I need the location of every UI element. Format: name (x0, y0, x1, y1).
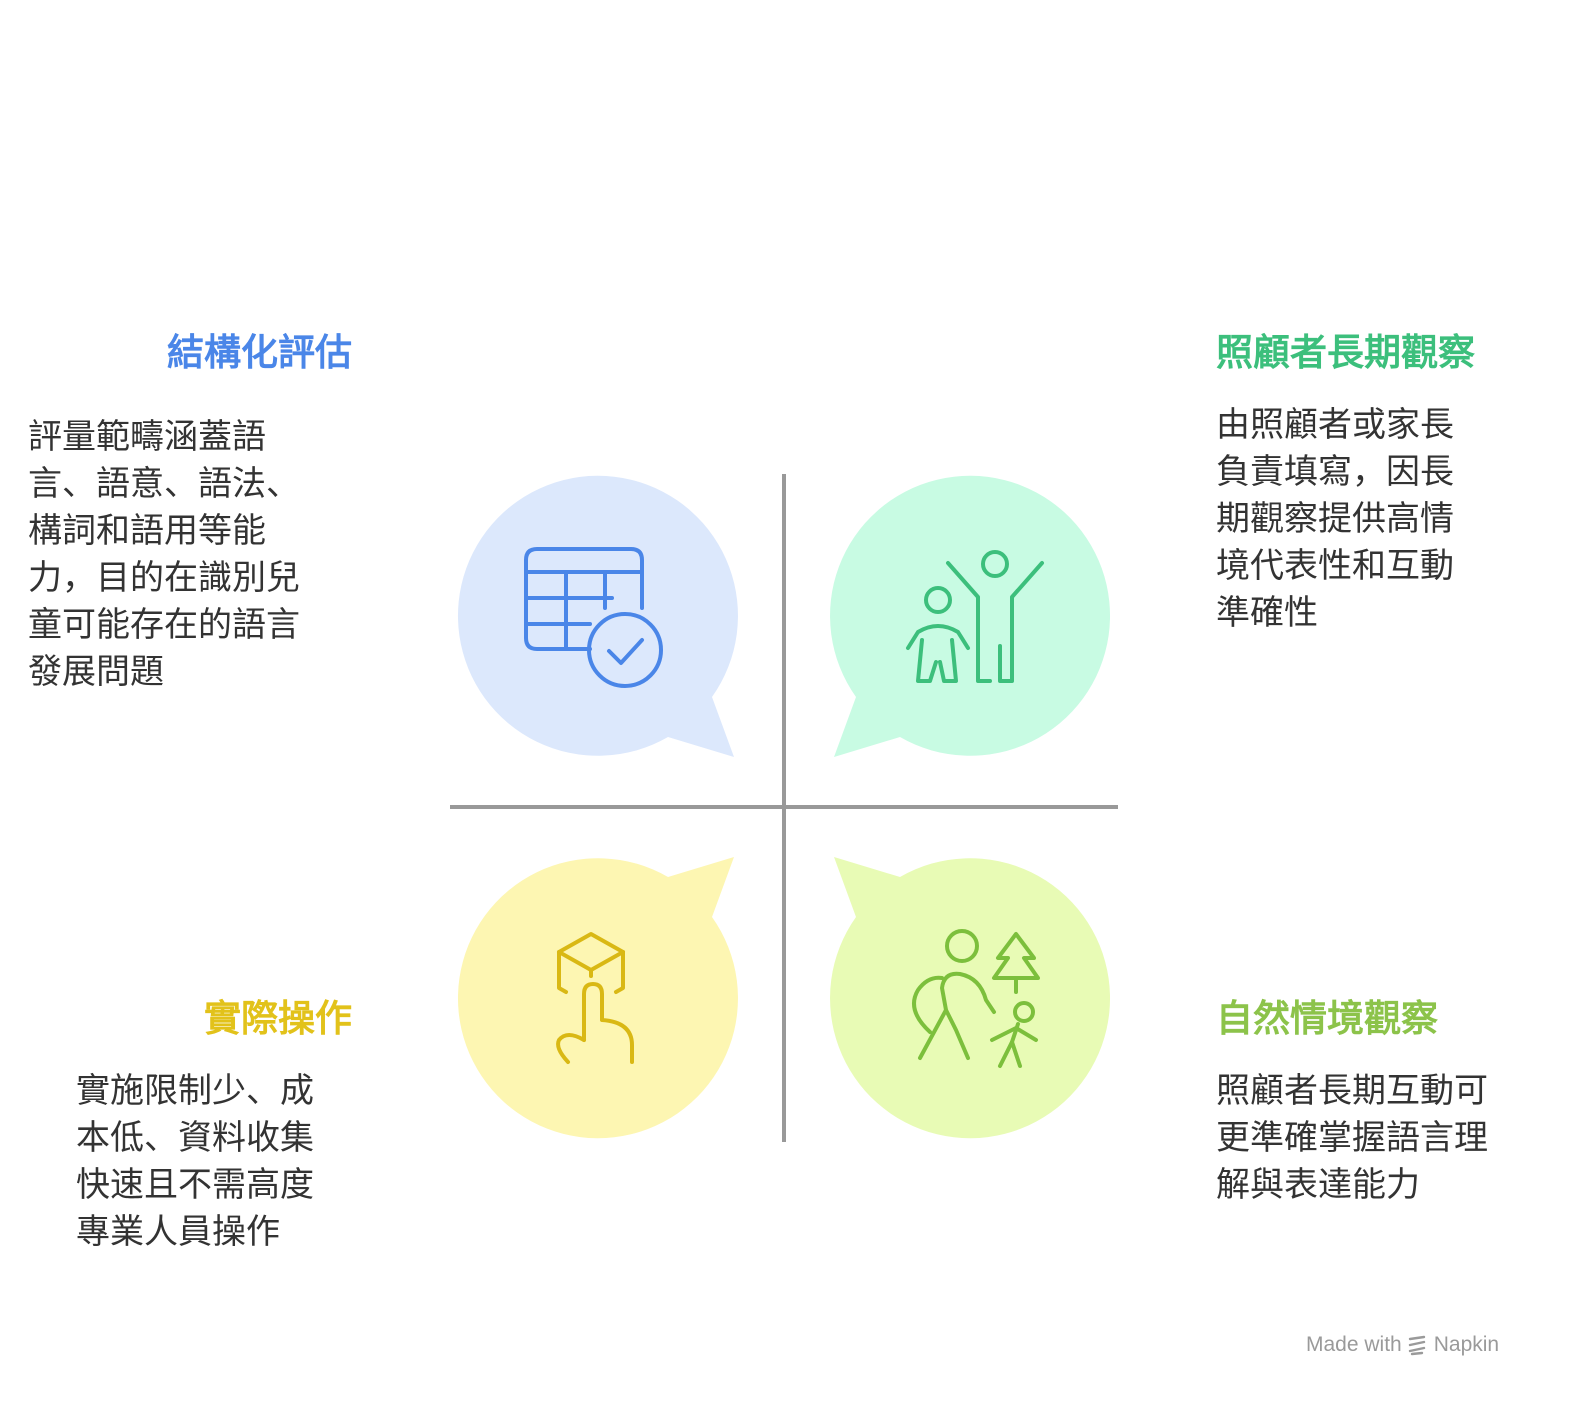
description-bottom-left: 實施限制少、成 本低、資料收集 快速且不需高度 專業人員操作 (76, 1071, 314, 1252)
napkin-logo-icon (1408, 1335, 1425, 1356)
title-bottom-right: 自然情境觀察 (1216, 997, 1438, 1040)
description-top-left: 評量範疇涵蓋語 言、語意、語法、 構詞和語用等能 力，目的在識別兒 童可能存在的… (28, 417, 300, 692)
bubble-top-right (830, 475, 1111, 757)
family-outdoor-icon (912, 929, 1040, 1068)
parent-child-icon (906, 550, 1044, 683)
title-top-left: 結構化評估 (167, 331, 352, 374)
made-with-label: Made with (1306, 1333, 1402, 1356)
hand-cube-icon (556, 932, 634, 1064)
made-with-napkin-badge[interactable]: Made with Napkin (1306, 1333, 1499, 1357)
description-bottom-right: 照顧者長期互動可 更準確掌握語言理 解與表達能力 (1216, 1071, 1488, 1205)
description-top-right: 由照顧者或家長 負責填寫，因長 期觀察提供高情 境代表性和互動 準確性 (1216, 405, 1454, 633)
bubble-bottom-right (830, 857, 1111, 1139)
bubble-top-left (457, 475, 738, 757)
bubble-bottom-left (457, 857, 738, 1139)
table-check-icon (524, 547, 663, 688)
title-top-right: 照顧者長期觀察 (1216, 331, 1475, 374)
title-bottom-left: 實際操作 (204, 997, 352, 1040)
brand-label: Napkin (1433, 1333, 1500, 1356)
